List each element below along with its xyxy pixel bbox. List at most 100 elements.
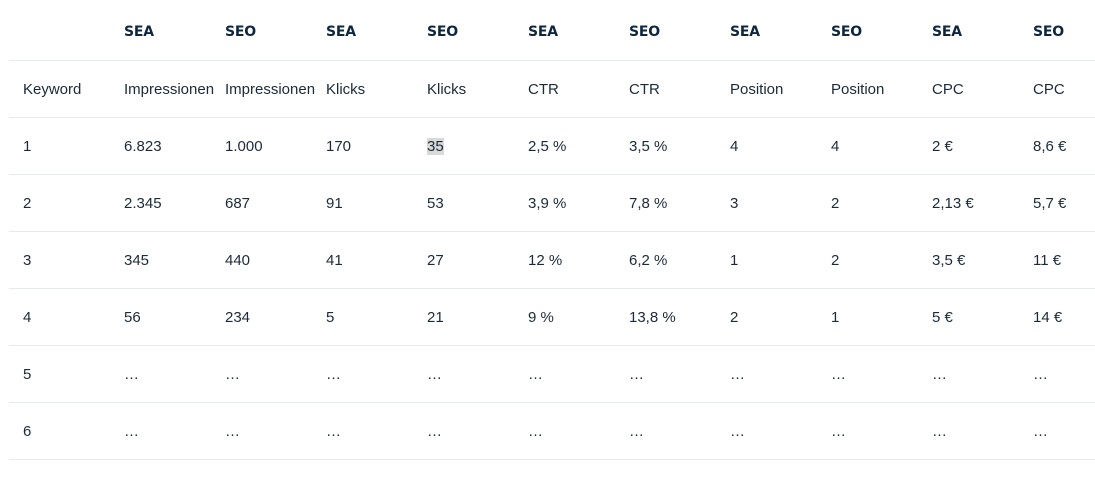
table-cell: … bbox=[1019, 345, 1095, 403]
cell-value: … bbox=[225, 365, 240, 383]
column-header-row: Keyword Impressionen Impressionen Klicks… bbox=[9, 60, 1095, 118]
cell-value: 2,5 % bbox=[528, 137, 567, 155]
table-cell: 14 € bbox=[1019, 288, 1095, 346]
table-cell: 7,8 % bbox=[615, 174, 716, 232]
cell-value: 7,8 % bbox=[629, 194, 668, 212]
cell-value: 41 bbox=[326, 251, 343, 269]
column-header-cell: Klicks bbox=[413, 60, 514, 118]
cell-value: 1.000 bbox=[225, 137, 263, 155]
group-header-cell: SEA bbox=[312, 4, 413, 61]
table-cell: 27 bbox=[413, 231, 514, 289]
column-header-cell: CPC bbox=[1019, 60, 1095, 118]
cell-value: 14 € bbox=[1033, 308, 1063, 326]
table-cell: 13,8 % bbox=[615, 288, 716, 346]
table-cell: 2 bbox=[817, 174, 918, 232]
table-cell: 4 bbox=[716, 117, 817, 175]
table-cell: … bbox=[110, 402, 211, 460]
group-header-cell: SEA bbox=[918, 4, 1019, 61]
table-row: 3 345 440 41 27 12 % 6,2 % 1 2 3,5 € 11 € bbox=[9, 231, 1095, 289]
table-cell: … bbox=[514, 402, 615, 460]
table-cell: … bbox=[413, 402, 514, 460]
table-cell: 12 % bbox=[514, 231, 615, 289]
table-cell: 8,6 € bbox=[1019, 117, 1095, 175]
table-cell: … bbox=[211, 402, 312, 460]
cell-value: 9 % bbox=[528, 308, 554, 326]
table-row: 2 2.345 687 91 53 3,9 % 7,8 % 3 2 2,13 € 5,7 € bbox=[9, 174, 1095, 232]
cell-value: 3,5 € bbox=[932, 251, 966, 269]
table-cell: … bbox=[211, 345, 312, 403]
cell-value: 27 bbox=[427, 251, 444, 269]
table-cell: 2 bbox=[716, 288, 817, 346]
cell-value: 4 bbox=[23, 308, 32, 326]
cell-value: 2.345 bbox=[124, 194, 162, 212]
table-cell: 1 bbox=[716, 231, 817, 289]
table-cell: 6,2 % bbox=[615, 231, 716, 289]
cell-value: 11 € bbox=[1033, 251, 1062, 269]
cell-value: 2 bbox=[23, 194, 32, 212]
cell-value: 440 bbox=[225, 251, 251, 269]
table-cell: … bbox=[817, 345, 918, 403]
cell-value: … bbox=[1033, 422, 1048, 440]
cell-value: … bbox=[124, 365, 139, 383]
group-header-cell: SEO bbox=[413, 4, 514, 61]
table-cell: 9 % bbox=[514, 288, 615, 346]
table-cell: … bbox=[716, 345, 817, 403]
table-row: 1 6.823 1.000 170 35 2,5 % 3,5 % 4 4 2 € 8,6 € bbox=[9, 117, 1095, 175]
cell-value: … bbox=[124, 422, 139, 440]
group-header-cell: SEA bbox=[716, 4, 817, 61]
cell-value: 53 bbox=[427, 194, 444, 212]
table-cell: 2,13 € bbox=[918, 174, 1019, 232]
table-cell: 91 bbox=[312, 174, 413, 232]
cell-value: … bbox=[932, 365, 947, 383]
table-cell: 4 bbox=[817, 117, 918, 175]
table-row: 6………………………… bbox=[9, 402, 1095, 460]
column-header-cell: Position bbox=[716, 60, 817, 118]
table-cell: … bbox=[918, 345, 1019, 403]
cell-value: 5 € bbox=[932, 308, 953, 326]
table-cell: … bbox=[817, 402, 918, 460]
table-cell: 6.823 bbox=[110, 117, 211, 175]
group-header-cell: SEO bbox=[817, 4, 918, 61]
table-row: 5………………………… bbox=[9, 345, 1095, 403]
keyword-cell: 4 bbox=[9, 288, 110, 346]
cell-value: 91 bbox=[326, 194, 343, 212]
column-header-cell: Keyword bbox=[9, 60, 110, 118]
cell-value: 6,2 % bbox=[629, 251, 668, 269]
cell-value: … bbox=[427, 365, 442, 383]
table-cell: 53 bbox=[413, 174, 514, 232]
table-cell: 3,5 % bbox=[615, 117, 716, 175]
cell-value: 2 bbox=[831, 194, 840, 212]
table-cell: 3,9 % bbox=[514, 174, 615, 232]
column-header-cell: Impressionen bbox=[211, 60, 315, 118]
cell-value: … bbox=[629, 422, 644, 440]
table-cell: 41 bbox=[312, 231, 413, 289]
cell-value: 4 bbox=[831, 137, 840, 155]
cell-value: 4 bbox=[730, 137, 739, 155]
cell-value: … bbox=[932, 422, 947, 440]
table-cell: … bbox=[918, 402, 1019, 460]
group-header-cell bbox=[9, 4, 110, 61]
column-header-cell: CTR bbox=[615, 60, 716, 118]
group-header-cell: SEO bbox=[1019, 4, 1095, 61]
cell-value: … bbox=[326, 422, 341, 440]
cell-value: … bbox=[629, 365, 644, 383]
table-cell: 11 € bbox=[1019, 231, 1095, 289]
group-header-cell: SEO bbox=[211, 4, 312, 61]
cell-value: 8,6 € bbox=[1033, 137, 1067, 155]
column-header-cell: Impressionen bbox=[110, 60, 214, 118]
cell-value: … bbox=[831, 422, 846, 440]
table-cell: 21 bbox=[413, 288, 514, 346]
table-cell: … bbox=[1019, 402, 1095, 460]
table-cell: 2 € bbox=[918, 117, 1019, 175]
group-header-cell: SEA bbox=[514, 4, 615, 61]
table-cell: … bbox=[312, 345, 413, 403]
cell-value: … bbox=[730, 365, 745, 383]
table-cell: 56 bbox=[110, 288, 211, 346]
cell-value: 1 bbox=[23, 137, 32, 155]
table-cell: … bbox=[514, 345, 615, 403]
cell-value: 3 bbox=[23, 251, 32, 269]
cell-value: … bbox=[427, 422, 442, 440]
cell-value: 3 bbox=[730, 194, 739, 212]
cell-value: 35 bbox=[427, 137, 444, 155]
keyword-cell: 6 bbox=[9, 402, 110, 460]
